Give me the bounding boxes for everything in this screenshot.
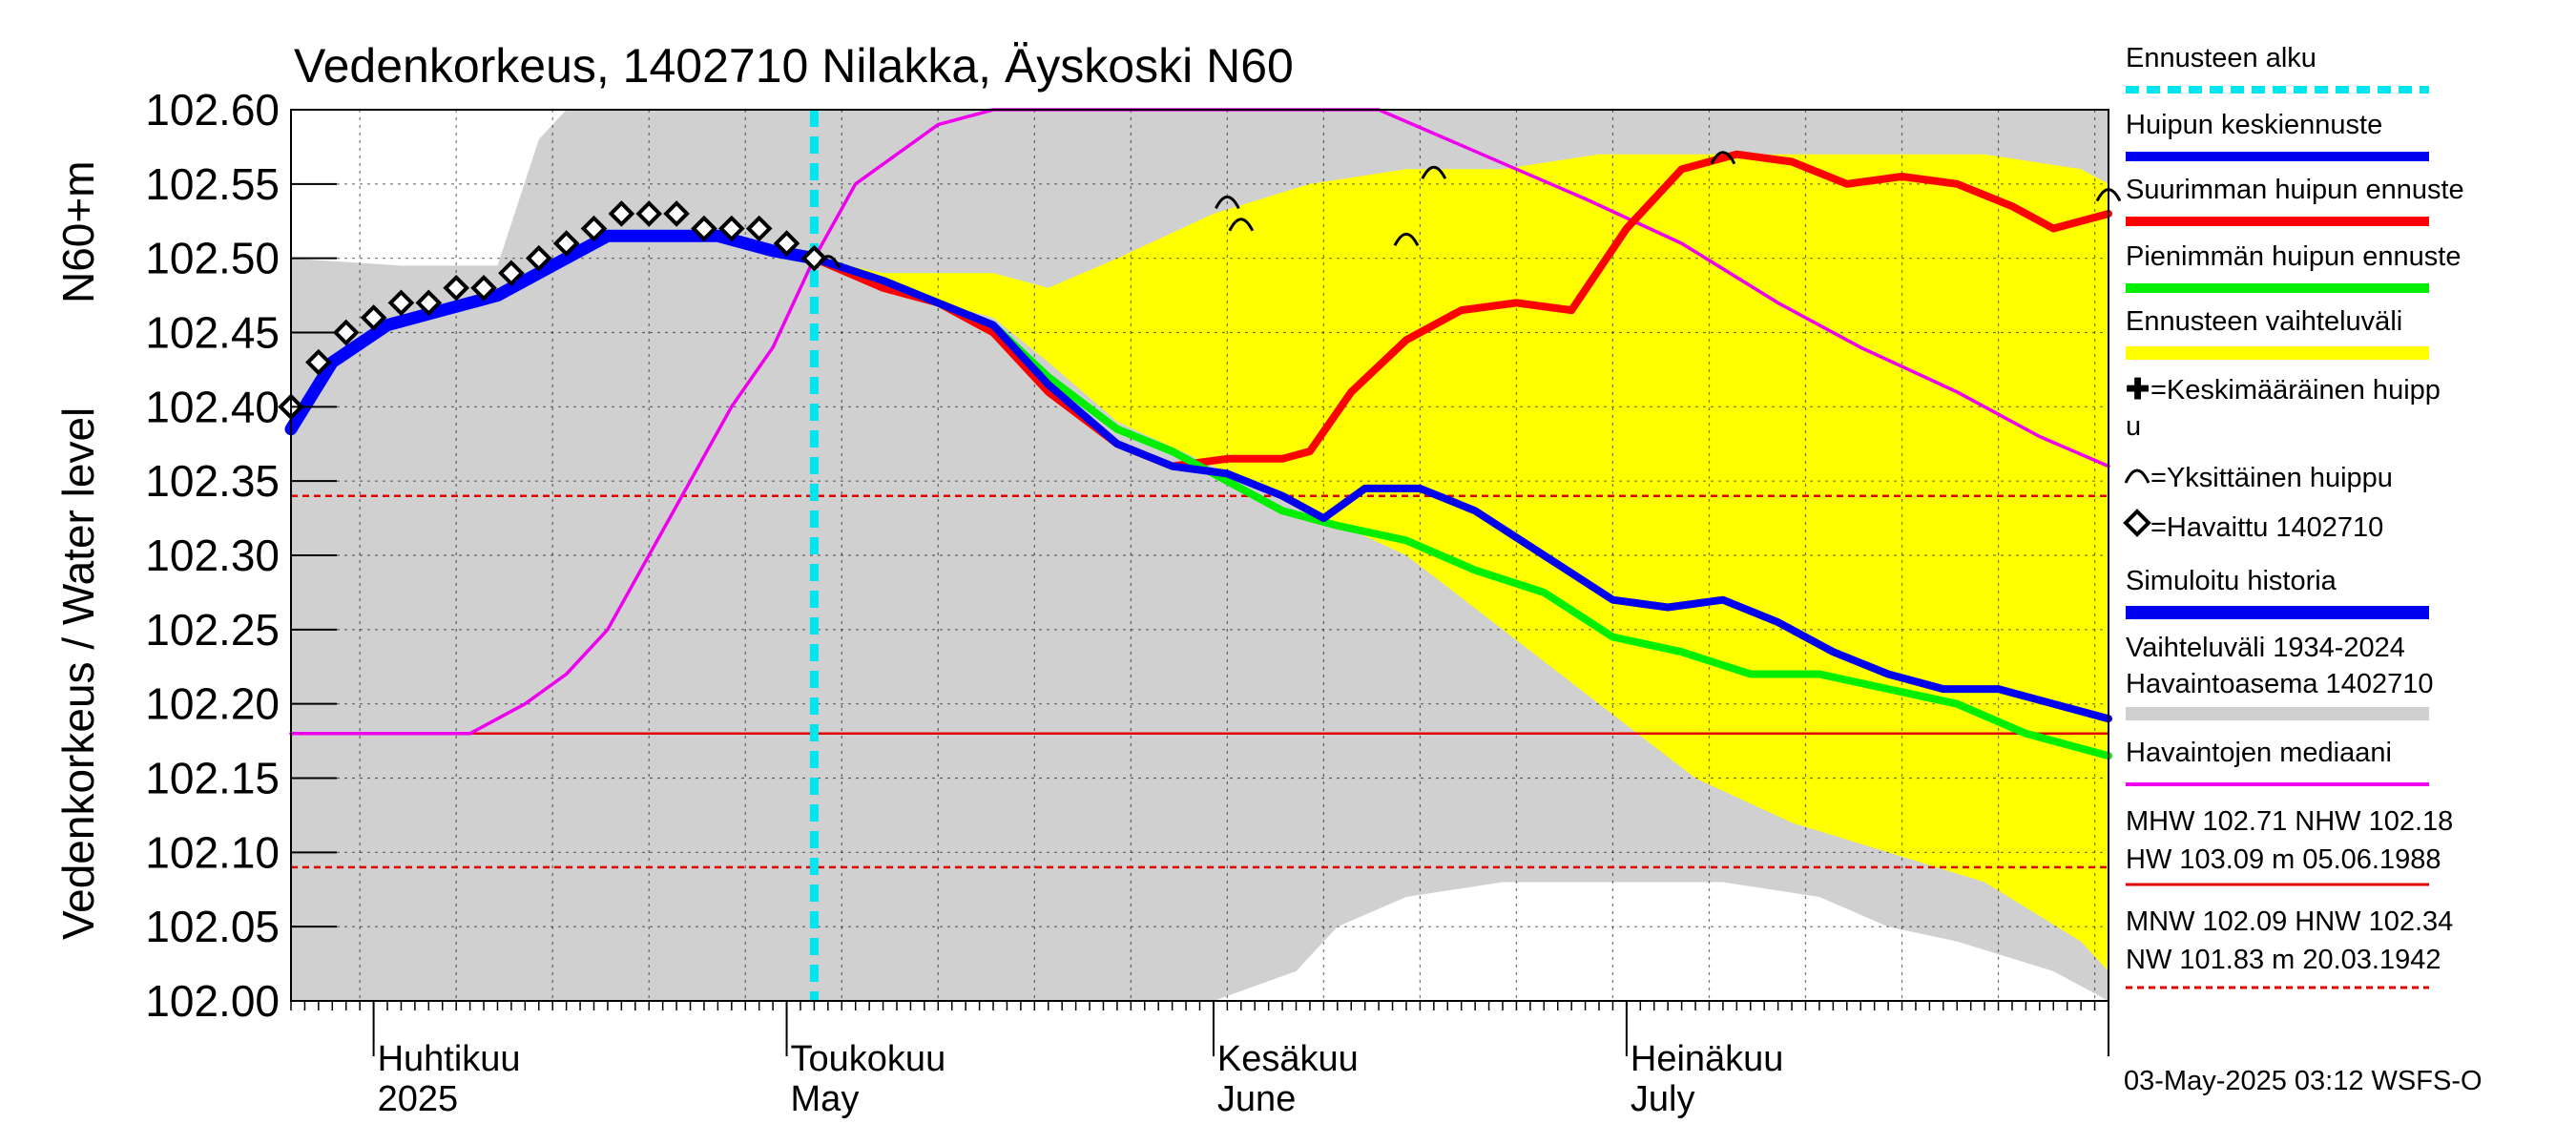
legend-label: Suurimman huipun ennuste [2126,175,2464,205]
legend-label: Ennusteen vaihteluväli [2126,306,2402,337]
observed-point [717,215,745,242]
y-tick-label: 102.05 [145,902,280,951]
legend-item-mean-peak-marker: ✚ =Keskimääräinen huipp u [2126,374,2441,442]
legend-label-continued: u [2126,411,2141,442]
observed-point [745,215,773,242]
single-peak-marker [1393,232,1420,247]
x-month-label-en: July [1631,1079,1695,1119]
y-tick-label: 102.40 [145,382,280,431]
observed-point [470,274,497,302]
legend-label: Havaintojen mediaani [2126,738,2392,768]
markers-layer [278,151,2122,421]
single-peak-marker [1710,151,1736,165]
legend-label-continued: Havaintoasema 1402710 [2126,669,2433,699]
x-month-label-en: May [791,1079,860,1119]
legend-diamond-icon [2123,509,2151,537]
legend-item-mean-peak: Huipun keskiennuste [2126,110,2429,161]
series-line-suurimman-huipun-ennuste [810,150,2112,470]
single-peak-marker [1421,165,1447,179]
legend-label: Simuloitu historia [2126,566,2337,596]
y-tick-label: 102.55 [145,159,280,209]
y-tick-label: 102.50 [145,234,280,283]
observed-point [443,274,470,302]
single-peak-marker [815,255,841,269]
legend-label: =Yksittäinen huippu [2150,463,2393,493]
x-month-label-fi: Huhtikuu [378,1039,521,1079]
stats-block: MHW 102.71 NHW 102.18 HW 103.09 m 05.06.… [2126,806,2453,989]
y-tick-label: 102.45 [145,308,280,358]
observed-point [305,348,332,376]
legend-label: =Keskimääräinen huipp [2150,375,2441,406]
legend-item-max-peak: Suurimman huipun ennuste [2126,175,2464,226]
single-peak-marker [1228,218,1255,232]
x-month-label-en: 2025 [378,1079,459,1119]
legend-item-min-peak: Pienimmän huipun ennuste [2126,241,2461,293]
stats-low-line1: MNW 102.09 HNW 102.34 [2126,906,2453,937]
series-line-simuloitu-historia [284,229,821,436]
y-axis-unit-label: N60+m [53,160,103,303]
observed-point [498,260,525,287]
observed-point [663,200,690,227]
legend: Ennusteen alku Huipun keskiennuste Suurimm… [2123,43,2464,786]
axes-layer: 102.00 102.05 102.10 102.15 102.20 102.25 102.… [145,85,2109,1119]
y-tick-label: 102.10 [145,827,280,877]
y-tick-label: 102.30 [145,531,280,580]
x-month-label-fi: Toukokuu [791,1039,946,1079]
legend-item-observed: =Havaittu 1402710 [2123,509,2383,543]
legend-label: Huipun keskiennuste [2126,110,2382,140]
legend-label: Vaihteluväli 1934-2024 [2126,633,2405,663]
legend-arc-icon [2124,468,2150,484]
x-month-label-fi: Heinäkuu [1631,1039,1784,1079]
y-tick-label: 102.00 [145,976,280,1026]
x-month-label-en: June [1217,1079,1296,1119]
stats-high-line2: HW 103.09 m 05.06.1988 [2126,844,2441,875]
series-lines-layer [284,108,2112,760]
legend-item-forecast-start: Ennusteen alku [2126,43,2429,94]
y-tick-label: 102.25 [145,605,280,655]
y-tick-label: 102.35 [145,456,280,506]
x-month-label-fi: Kesäkuu [1217,1039,1359,1079]
legend-item-forecast-range: Ennusteen vaihteluväli [2126,306,2429,360]
single-peak-marker [1215,195,1240,210]
observed-point [773,230,800,257]
legend-label: Pienimmän huipun ennuste [2126,241,2461,272]
legend-label: =Havaittu 1402710 [2150,512,2383,543]
footer-timestamp: 03-May-2025 03:12 WSFS-O [2124,1066,2483,1096]
stats-low-line2: NW 101.83 m 20.03.1942 [2126,945,2441,975]
y-axis-label: Vedenkorkeus / Water level [53,407,103,940]
legend-plus-icon: ✚ [2126,374,2150,406]
y-tick-label: 102.20 [145,679,280,729]
legend-item-simulated: Simuloitu historia [2126,566,2429,619]
legend-item-single-peak: =Yksittäinen huippu [2124,463,2393,493]
observed-point [608,200,635,227]
observed-point [635,200,663,227]
observed-point [415,289,443,317]
chart-title: Vedenkorkeus, 1402710 Nilakka, Äyskoski … [294,39,1294,93]
observed-point [387,289,415,317]
legend-item-history-range: Vaihteluväli 1934-2024 Havaintoasema 140… [2126,633,2433,720]
series-line-huipun-keskiennuste [810,254,2112,723]
observed-point [552,230,580,257]
legend-item-median: Havaintojen mediaani [2126,738,2429,786]
observed-point [691,215,717,242]
observed-point [360,304,387,331]
y-tick-label: 102.15 [145,754,280,803]
legend-label: Ennusteen alku [2126,43,2316,73]
observed-point [332,319,360,346]
y-tick-label: 102.60 [145,85,280,135]
observed-point [580,215,608,242]
series-line-havaintojen-mediaani [289,108,2110,736]
stats-high-line1: MHW 102.71 NHW 102.18 [2126,806,2453,837]
observed-point [525,244,552,272]
